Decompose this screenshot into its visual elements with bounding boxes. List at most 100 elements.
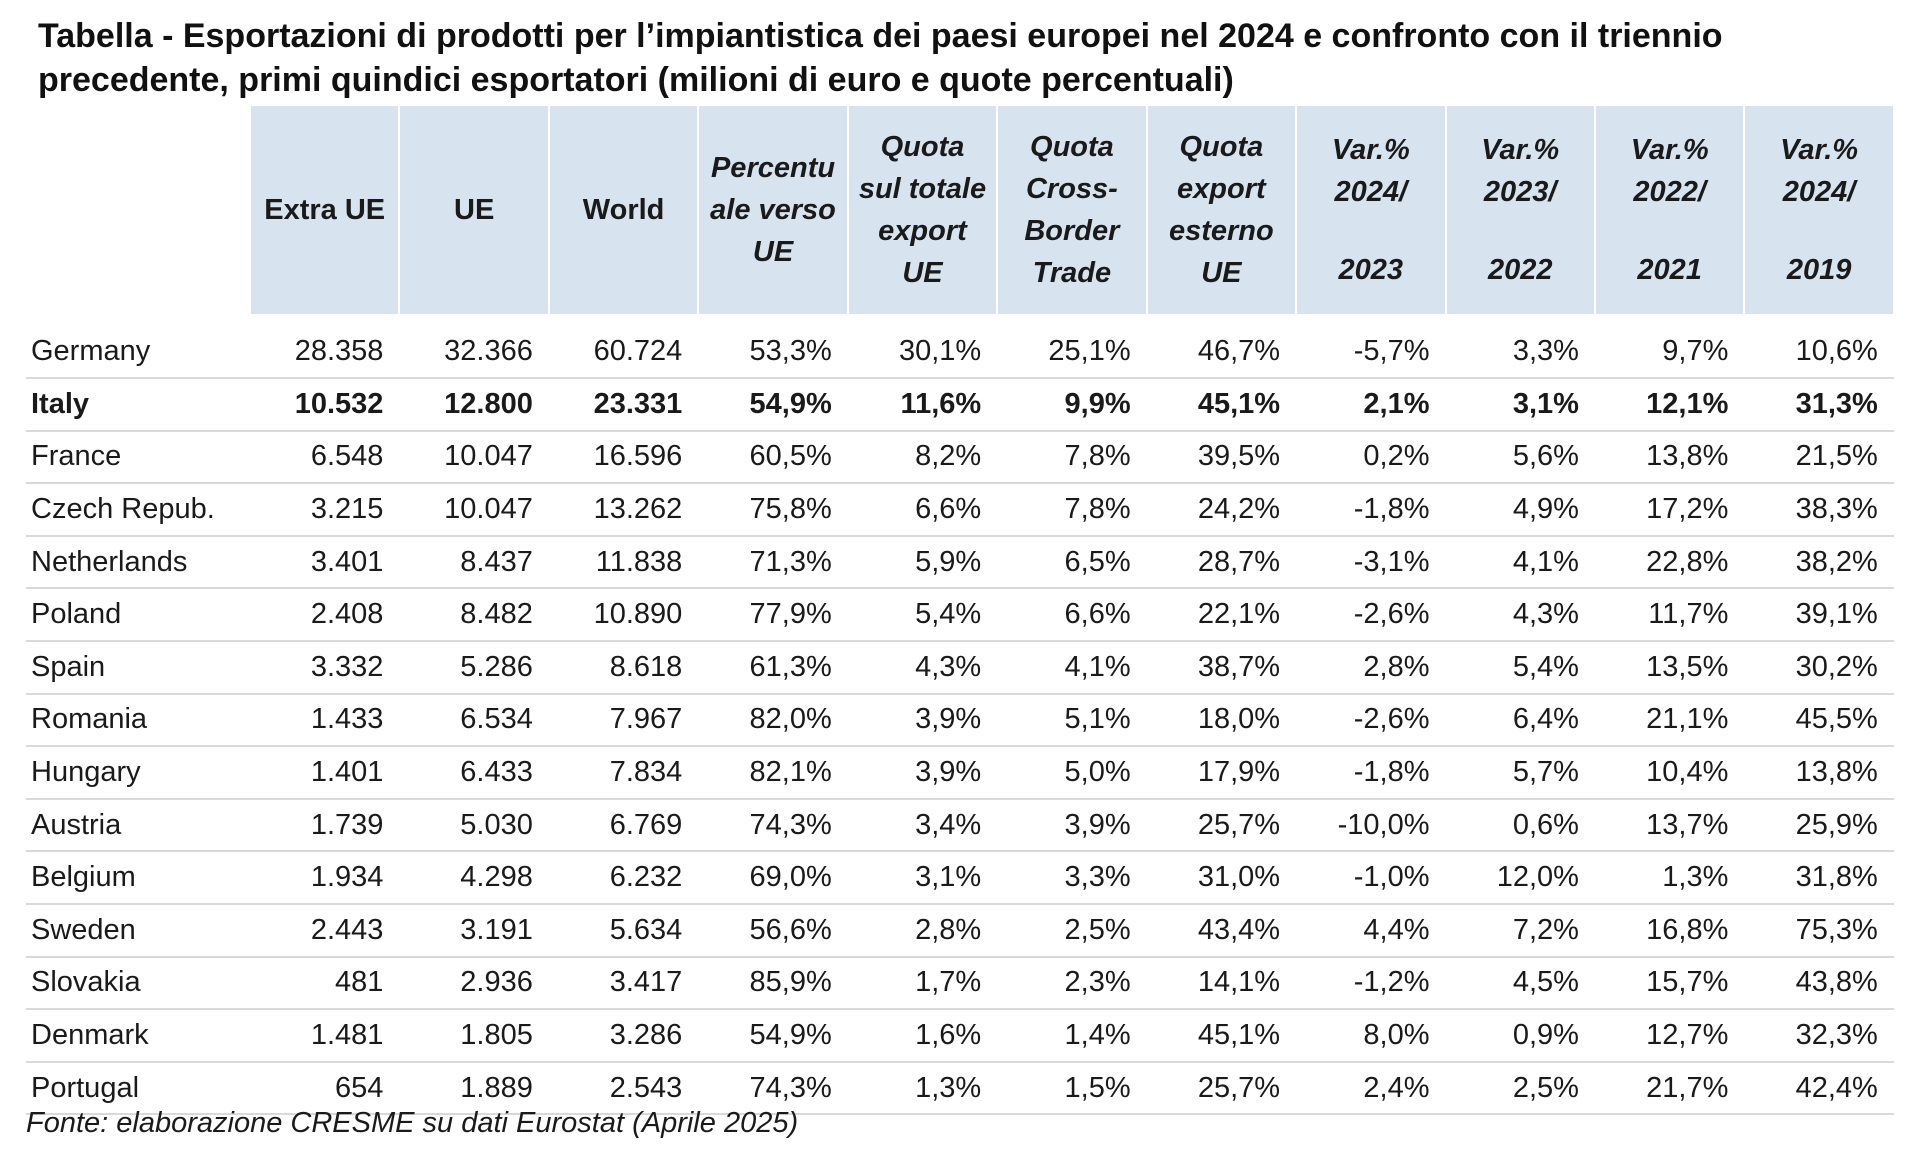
header-line: Quota <box>880 131 965 163</box>
table-row: Austria 1.739 5.030 6.769 74,3% 3,4% 3,9% 25,7%… <box>26 799 1894 852</box>
header-line: export <box>878 215 967 247</box>
table-row: Portugal 654 1.889 2.543 74,3% 1,3% 1,5% 25,7% 2… <box>26 1062 1894 1115</box>
value-cell: 4,3% <box>1512 598 1579 631</box>
value-cell: 1,7% <box>915 966 982 999</box>
country-cell: Slovakia <box>31 966 141 999</box>
value-cell: 3,3% <box>1512 335 1579 367</box>
value-cell: 54,9% <box>749 1018 832 1051</box>
header-line: Trade <box>1032 257 1112 289</box>
table-row: Belgium 1.934 4.298 6.232 69,0% 3,1% 3,3% 31,0%… <box>26 851 1894 904</box>
value-cell: 6,5% <box>1064 545 1131 578</box>
value-cell: 4,1% <box>1064 650 1131 683</box>
value-cell: 8,0% <box>1363 1018 1430 1051</box>
value-cell: 45,1% <box>1197 1018 1281 1051</box>
value-cell: 16,8% <box>1646 913 1729 946</box>
value-cell: 9,9% <box>1064 387 1131 420</box>
value-cell: 28.358 <box>294 335 384 367</box>
value-cell: -2,6% <box>1353 598 1430 631</box>
value-cell: 28,7% <box>1197 545 1281 578</box>
value-cell: 5.030 <box>460 808 533 841</box>
country-cell: Spain <box>31 650 106 683</box>
value-cell: 38,7% <box>1197 650 1281 683</box>
value-cell: 3.417 <box>609 966 683 999</box>
value-cell: 71,3% <box>749 545 832 578</box>
header-line: 2023/ <box>1483 176 1557 208</box>
table-row: Sweden 2.443 3.191 5.634 56,6% 2,8% 2,5% 43,4% 4… <box>26 904 1894 957</box>
value-cell: 82,1% <box>749 755 832 788</box>
value-cell: 6.534 <box>460 703 533 736</box>
country-cell: Sweden <box>31 913 136 946</box>
value-cell: 2,8% <box>915 913 982 946</box>
header-line: export <box>1177 173 1266 205</box>
value-cell: 60,5% <box>749 440 832 473</box>
value-cell: 60.724 <box>593 335 683 367</box>
value-cell: 1,3% <box>1662 861 1729 894</box>
value-cell: -10,0% <box>1337 808 1430 841</box>
value-cell: 6.769 <box>609 808 683 841</box>
value-cell: 21,5% <box>1795 440 1878 473</box>
header-line: Border <box>1024 215 1120 247</box>
country-cell: Portugal <box>31 1071 140 1104</box>
value-cell: 32,3% <box>1795 1018 1878 1051</box>
value-cell: 2,8% <box>1363 650 1430 683</box>
value-cell: 31,3% <box>1795 387 1878 420</box>
source-note: Fonte: elaborazione CRESME su dati Euros… <box>26 1107 799 1139</box>
value-cell: 38,3% <box>1795 492 1878 525</box>
value-cell: -1,8% <box>1353 755 1430 788</box>
value-cell: 21,1% <box>1646 703 1729 736</box>
value-cell: 2.408 <box>310 598 384 631</box>
value-cell: 3,9% <box>915 703 982 736</box>
value-cell: 1.889 <box>460 1071 533 1104</box>
value-cell: 24,2% <box>1197 492 1281 525</box>
header-quota-export-esterno: Quota export esterno UE <box>1146 106 1298 314</box>
value-cell: 3,9% <box>915 755 982 788</box>
value-cell: 5,7% <box>1512 755 1579 788</box>
value-cell: 82,0% <box>749 703 832 736</box>
header-line: 2024/ <box>1782 176 1856 208</box>
header-gap <box>1451 213 1590 249</box>
country-cell: Czech Repub. <box>31 492 215 525</box>
value-cell: 1.934 <box>310 861 384 894</box>
value-cell: 74,3% <box>749 808 832 841</box>
table-row: Spain 3.332 5.286 8.618 61,3% 4,3% 4,1% 38,7% 2,… <box>26 641 1894 694</box>
country-cell: France <box>31 440 122 473</box>
value-cell: 2,1% <box>1363 387 1430 420</box>
value-cell: 45,1% <box>1197 387 1281 420</box>
value-cell: 1.805 <box>460 1018 533 1051</box>
value-cell: 75,8% <box>749 492 832 525</box>
value-cell: 3,4% <box>915 808 982 841</box>
value-cell: 12,0% <box>1496 861 1579 894</box>
value-cell: 3,1% <box>915 861 982 894</box>
value-cell: 1.739 <box>310 808 384 841</box>
value-cell: -3,1% <box>1353 545 1430 578</box>
value-cell: 5,0% <box>1064 755 1131 788</box>
header-row: Extra UE UE World Percentu ale verso UE … <box>26 106 1895 314</box>
value-cell: 8.618 <box>609 650 683 683</box>
header-quota-totale-export: Quota sul totale export UE <box>847 106 999 314</box>
table-row: Romania 1.433 6.534 7.967 82,0% 3,9% 5,1% 18,0%… <box>26 694 1894 747</box>
header-line: 2021 <box>1637 254 1702 286</box>
table-row: Poland 2.408 8.482 10.890 77,9% 5,4% 6,6% 22,1%… <box>26 588 1894 641</box>
header-country-blank <box>26 106 251 314</box>
value-cell: 22,8% <box>1646 545 1729 578</box>
country-cell: Romania <box>31 703 148 736</box>
header-line: 2019 <box>1786 254 1852 286</box>
value-cell: 42,4% <box>1795 1071 1878 1104</box>
country-cell: Poland <box>31 598 122 631</box>
value-cell: 77,9% <box>749 598 832 631</box>
value-cell: 15,7% <box>1646 966 1729 999</box>
value-cell: 2.543 <box>609 1071 683 1104</box>
value-cell: -5,7% <box>1353 335 1430 367</box>
value-cell: 14,1% <box>1197 966 1281 999</box>
value-cell: 21,7% <box>1646 1071 1729 1104</box>
value-cell: 4,1% <box>1512 545 1579 578</box>
value-cell: 30,1% <box>898 335 982 367</box>
value-cell: 3,3% <box>1064 861 1131 894</box>
header-line: Var.% <box>1481 134 1560 166</box>
value-cell: 45,5% <box>1795 703 1878 736</box>
value-cell: 69,0% <box>749 861 832 894</box>
value-cell: 8.437 <box>460 545 533 578</box>
value-cell: 17,2% <box>1646 492 1729 525</box>
table-row: Hungary 1.401 6.433 7.834 82,1% 3,9% 5,0% 17,9%… <box>26 746 1894 799</box>
table-row: Netherlands 3.401 8.437 11.838 71,3% 5,9% 6,5%… <box>26 536 1894 589</box>
